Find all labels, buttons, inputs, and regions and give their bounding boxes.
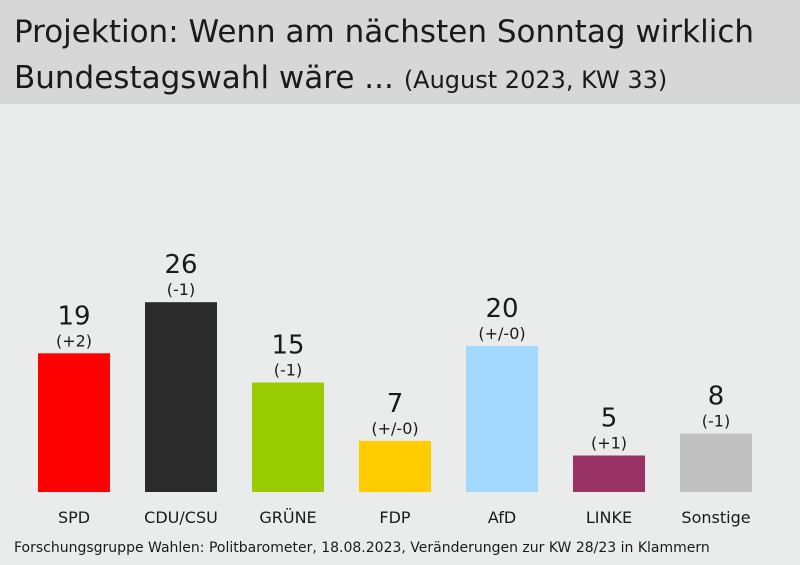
change-label-fdp: (+/-0) (371, 419, 418, 438)
bar-sonstige (680, 433, 752, 492)
source-footnote: Forschungsgruppe Wahlen: Politbarometer,… (14, 540, 710, 556)
chart-subtitle: (August 2023, KW 33) (403, 66, 668, 94)
value-label-afd: 20 (485, 294, 518, 324)
bar-fdp (359, 440, 431, 492)
value-label-linke: 5 (601, 404, 618, 434)
value-label-sonstige: 8 (708, 382, 725, 412)
category-label-cdu-csu: CDU/CSU (144, 508, 218, 527)
category-label-spd: SPD (58, 508, 90, 527)
change-label-afd: (+/-0) (478, 324, 525, 343)
bar-gr-ne (252, 382, 324, 492)
change-label-cdu-csu: (-1) (167, 280, 195, 299)
bar-linke (573, 455, 645, 492)
value-label-cdu-csu: 26 (164, 250, 197, 280)
chart-title-line-2: Bundestagswahl wäre ... (August 2023, KW … (14, 60, 667, 96)
change-label-spd: (+2) (56, 331, 92, 350)
category-label-gr-ne: GRÜNE (259, 508, 316, 527)
bar-spd (38, 353, 110, 492)
change-label-linke: (+1) (591, 434, 627, 453)
chart-header: Projektion: Wenn am nächsten Sonntag wir… (0, 0, 800, 104)
bar-afd (466, 346, 538, 492)
chart-title-line-1: Projektion: Wenn am nächsten Sonntag wir… (14, 14, 755, 50)
value-label-gr-ne: 15 (271, 331, 304, 361)
bar-cdu-csu (145, 302, 217, 492)
value-label-spd: 19 (57, 301, 90, 331)
value-label-fdp: 7 (387, 389, 404, 419)
category-label-fdp: FDP (379, 508, 411, 527)
category-label-afd: AfD (488, 508, 516, 527)
change-label-gr-ne: (-1) (274, 361, 302, 380)
chart-title-line-2-text: Bundestagswahl wäre ... (14, 60, 394, 96)
category-label-linke: LINKE (586, 508, 632, 527)
bar-chart: 19(+2)SPD26(-1)CDU/CSU15(-1)GRÜNE7(+/-0)… (38, 250, 752, 527)
change-label-sonstige: (-1) (702, 412, 730, 431)
category-label-sonstige: Sonstige (681, 508, 750, 527)
